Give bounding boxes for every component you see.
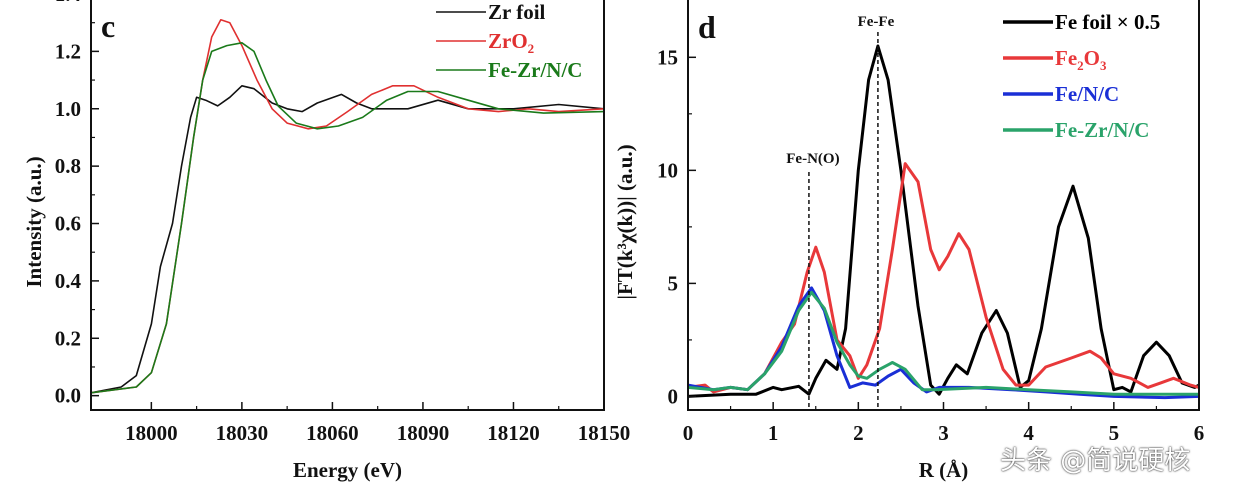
plot-frame <box>687 0 1200 411</box>
legend-entry: Fe2O3 <box>1055 46 1107 73</box>
annotation-label: Fe-Fe <box>858 14 895 30</box>
watermark: 头条 @简说硬核 <box>1000 446 1191 476</box>
x-tick-label: 18120 <box>487 421 540 445</box>
formula-part: O <box>1084 46 1100 70</box>
y-tick-label: 0.4 <box>55 269 82 293</box>
series-line-zr-foil <box>90 85 605 394</box>
legend-entry: Fe foil × 0.5 <box>1055 10 1160 34</box>
panel-label: c <box>101 8 115 44</box>
legend-entry: Fe-Zr/N/C <box>488 58 582 82</box>
legend-entry: Fe-Zr/N/C <box>1055 118 1149 142</box>
x-tick-label: 5 <box>1109 421 1120 445</box>
y-tick-label: 0.0 <box>55 384 81 408</box>
annotation-label: Fe-N(O) <box>786 151 839 167</box>
x-tick-label: 1 <box>768 421 779 445</box>
series-line-fe-zr-n-c <box>90 42 605 394</box>
y-tick-label: 1.0 <box>55 97 81 121</box>
y-tick-label: 10 <box>657 158 678 182</box>
x-axis-label: R (Å) <box>919 458 969 482</box>
subscript: 2 <box>528 41 535 56</box>
y-tick-label: 0.6 <box>55 212 81 236</box>
x-tick-label: 18060 <box>306 421 359 445</box>
y-tick-label: 5 <box>668 271 679 295</box>
legend-entry: Fe/N/C <box>1055 82 1119 106</box>
x-tick-label: 6 <box>1194 421 1205 445</box>
plot-frame <box>90 0 605 411</box>
x-tick-label: 3 <box>938 421 949 445</box>
y-tick-label: 0 <box>668 384 679 408</box>
x-tick-label: 18090 <box>397 421 450 445</box>
y-tick-label: 1.4 <box>55 0 82 6</box>
subscript: 2 <box>1077 58 1084 73</box>
x-tick-label: 18150 <box>578 421 631 445</box>
x-tick-label: 2 <box>853 421 864 445</box>
legend: Fe foil × 0.5 Fe2O3 Fe/N/C Fe-Zr/N/C <box>1003 10 1160 142</box>
y-tick-label: 0.2 <box>55 326 81 350</box>
chart-panel-d: 0 1 2 3 4 5 6 0 5 10 15 R (Å) |FT(k³χ(k))| (a.u.) d Fe… <box>613 0 1204 482</box>
panel-label: d <box>698 9 716 45</box>
x-tick-label: 18000 <box>125 421 178 445</box>
x-tick-label: 0 <box>683 421 694 445</box>
x-tick-label: 18030 <box>216 421 269 445</box>
y-tick-label: 0.8 <box>55 154 81 178</box>
y-tick-label: 15 <box>657 45 678 69</box>
subscript: 3 <box>1100 58 1107 73</box>
series-line-fe-foil-0-5 <box>687 44 1200 398</box>
series-line-fe2o3 <box>687 162 1200 394</box>
y-axis-label: |FT(k³χ(k))| (a.u.) <box>613 144 637 299</box>
chart-panel-c: 18000 18030 18060 18090 18120 18150 0.0 0.2 0.4 0… <box>22 0 630 482</box>
x-axis-label: Energy (eV) <box>293 458 402 482</box>
legend-entry: ZrO2 <box>488 29 534 56</box>
series-line-fe-n-c <box>687 286 1200 400</box>
x-tick-label: 4 <box>1023 421 1034 445</box>
legend-entry: Zr foil <box>488 0 546 24</box>
y-tick-label: 1.2 <box>55 39 81 63</box>
y-axis-label: Intensity (a.u.) <box>22 156 46 287</box>
series-line-fe-zr-n-c <box>687 290 1199 396</box>
